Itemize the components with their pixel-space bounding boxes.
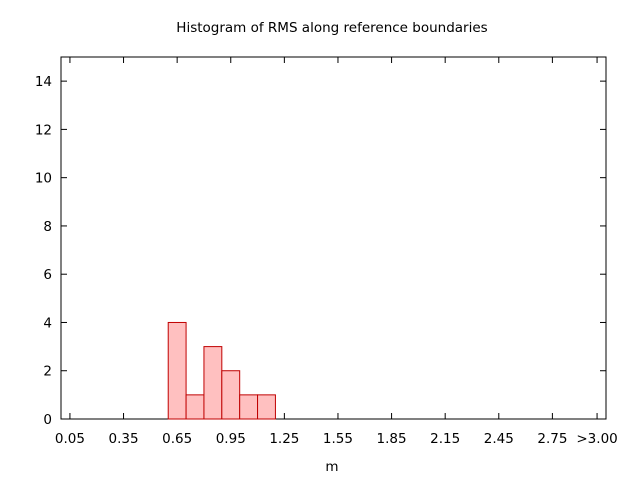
histogram-bar [221, 370, 241, 420]
x-tick-label: 1.55 [323, 431, 353, 447]
x-tick-label: 1.85 [377, 431, 407, 447]
x-tick-label: 2.75 [537, 431, 567, 447]
x-tick-label: 2.45 [484, 431, 514, 447]
y-tick-label: 8 [43, 219, 52, 235]
y-tick-label: 14 [35, 74, 52, 90]
y-tick-label: 2 [43, 364, 52, 380]
x-axis-label: m [325, 459, 338, 475]
x-tick-label: 0.65 [162, 431, 192, 447]
histogram-bar [257, 394, 276, 420]
histogram-bars [167, 321, 276, 420]
histogram-bar [203, 346, 223, 420]
y-tick-label: 12 [35, 122, 52, 138]
y-tick-label: 4 [43, 315, 52, 331]
x-tick-label: 2.15 [430, 431, 460, 447]
y-axis: 0 2 4 6 8 10 12 14 [35, 74, 606, 428]
x-axis: 0.05 0.35 0.65 0.95 1.25 1.55 1.85 2.15 2.45 2.75… [55, 57, 618, 447]
y-tick-label: 6 [43, 267, 52, 283]
y-tick-label: 10 [35, 171, 52, 187]
x-tick-label: 0.35 [109, 431, 139, 447]
y-tick-label: 0 [43, 412, 52, 428]
histogram-bar [185, 394, 205, 420]
x-tick-label: 0.05 [55, 431, 85, 447]
chart-title: Histogram of RMS along reference boundar… [176, 20, 487, 36]
x-tick-label: 0.95 [216, 431, 246, 447]
x-tick-label: >3.00 [576, 431, 617, 447]
histogram-bar [167, 321, 187, 420]
x-tick-label: 1.25 [269, 431, 299, 447]
histogram-bar [239, 394, 259, 420]
plot-frame [60, 56, 607, 420]
